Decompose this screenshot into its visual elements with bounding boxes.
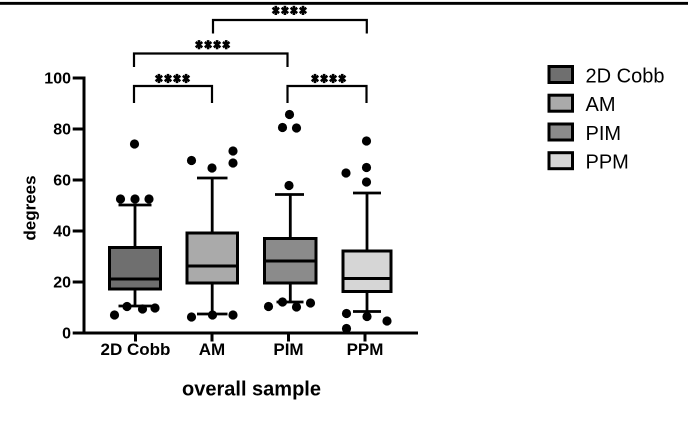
svg-text:2D Cobb: 2D Cobb: [101, 340, 171, 359]
svg-text:80: 80: [53, 122, 71, 139]
svg-text:PIM: PIM: [586, 123, 622, 145]
svg-text:2D Cobb: 2D Cobb: [586, 65, 665, 87]
svg-text:PPM: PPM: [586, 152, 629, 174]
svg-text:40: 40: [53, 224, 71, 241]
svg-text:20: 20: [53, 275, 71, 292]
svg-text:AM: AM: [199, 340, 225, 359]
svg-text:100: 100: [44, 71, 71, 88]
svg-text:degrees: degrees: [21, 175, 40, 240]
svg-text:0: 0: [62, 326, 71, 343]
svg-text:60: 60: [53, 173, 71, 190]
svg-text:overall sample: overall sample: [182, 379, 321, 401]
svg-text:PPM: PPM: [347, 340, 384, 359]
svg-text:PIM: PIM: [273, 340, 303, 359]
svg-text:AM: AM: [586, 94, 616, 116]
